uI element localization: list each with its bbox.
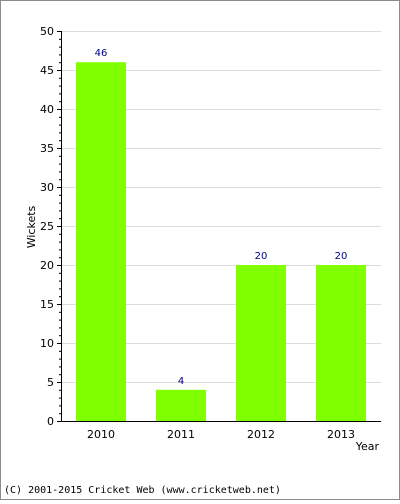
y-tick-label: 40 [40, 103, 54, 116]
copyright-text: (C) 2001-2015 Cricket Web (www.cricketwe… [4, 485, 281, 496]
axes: 0 5 10 15 20 25 30 35 40 45 50 2010 2011 2012 2013 [40, 25, 381, 441]
bar-2010 [76, 62, 126, 421]
data-label-2010: 46 [95, 48, 108, 59]
data-label-2013: 20 [335, 251, 348, 262]
bars [76, 62, 366, 421]
y-tick-label: 30 [40, 181, 54, 194]
x-tick-label-2012: 2012 [247, 428, 275, 441]
x-tick-label-2010: 2010 [87, 428, 115, 441]
bar-2012 [236, 265, 286, 421]
y-axis-title: Wickets [25, 205, 38, 248]
x-tick-label-2011: 2011 [167, 428, 195, 441]
y-tick-label: 15 [40, 298, 54, 311]
x-tick-label-2013: 2013 [327, 428, 355, 441]
y-tick-label: 0 [47, 415, 54, 428]
y-tick-label: 45 [40, 64, 54, 77]
data-label-2011: 4 [178, 376, 184, 387]
y-tick-label: 35 [40, 142, 54, 155]
y-tick-label: 20 [40, 259, 54, 272]
data-label-2012: 20 [255, 251, 268, 262]
bar-2011 [156, 389, 206, 421]
y-tick-label: 5 [47, 376, 54, 389]
x-axis-title: Year [355, 440, 380, 453]
y-tick-label: 25 [40, 220, 54, 233]
data-labels: 46 4 20 20 [95, 48, 348, 387]
y-tick-label: 10 [40, 337, 54, 350]
bar-2013 [316, 265, 366, 421]
y-tick-label: 50 [40, 25, 54, 38]
